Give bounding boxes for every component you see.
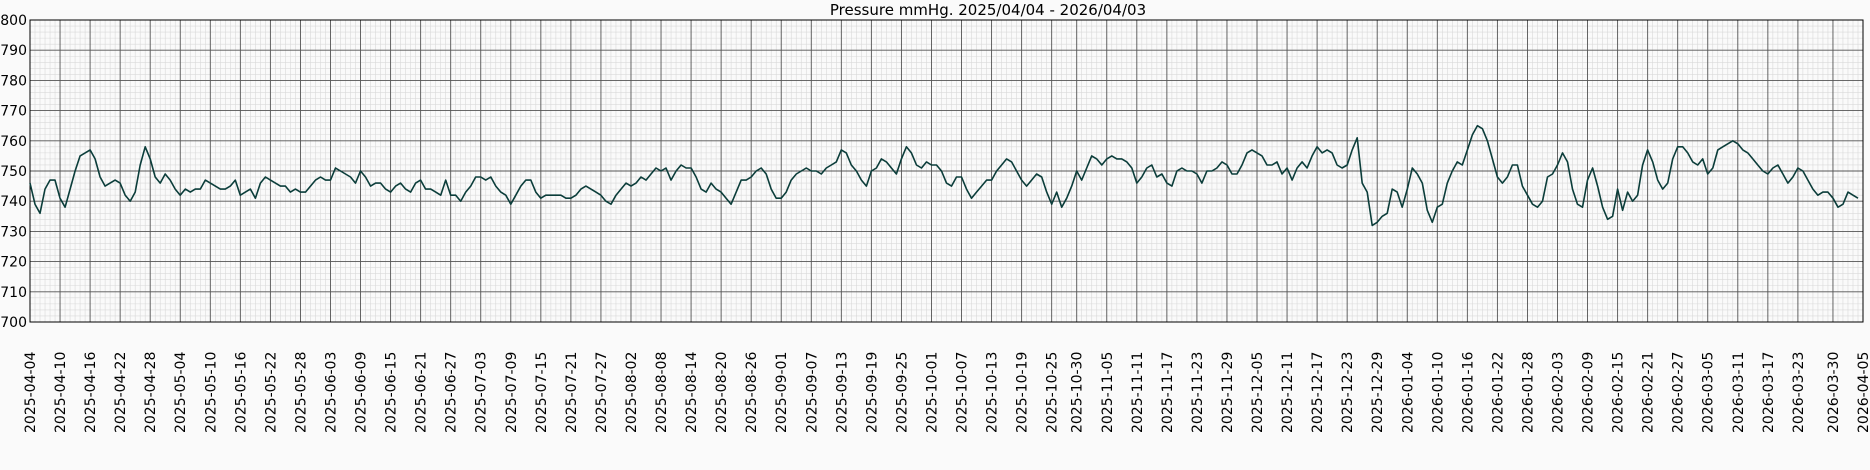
x-tick-label: 2026-01-28	[1520, 352, 1536, 433]
x-tick-label: 2025-11-23	[1190, 352, 1206, 433]
x-tick-label: 2025-04-22	[113, 352, 129, 433]
x-tick-label: 2025-10-01	[924, 352, 940, 433]
x-tick-label: 2025-10-30	[1070, 352, 1086, 433]
x-tick-label: 2025-07-27	[594, 352, 610, 433]
x-tick-label: 2025-11-29	[1220, 352, 1236, 433]
x-tick-label: 2025-04-04	[23, 352, 39, 433]
x-tick-label: 2025-04-10	[53, 352, 69, 433]
pressure-line	[29, 124, 1859, 227]
x-tick-label: 2026-02-21	[1641, 352, 1657, 433]
x-tick-label: 2025-10-13	[985, 352, 1001, 433]
y-tick-label: 770	[0, 104, 27, 120]
x-tick-label: 2025-12-23	[1340, 352, 1356, 433]
x-tick-label: 2025-11-05	[1100, 352, 1116, 433]
x-tick-label: 2025-05-10	[203, 352, 219, 433]
x-tick-label: 2025-10-25	[1045, 352, 1061, 433]
x-tick-label: 2025-04-28	[143, 352, 159, 433]
x-tick-label: 2026-03-30	[1826, 352, 1842, 433]
x-tick-label: 2025-05-28	[293, 352, 309, 433]
y-tick-label: 720	[0, 255, 27, 271]
x-tick-label: 2025-11-17	[1160, 352, 1176, 433]
x-tick-label: 2026-03-05	[1701, 352, 1717, 433]
x-axis: 2025-04-04 2025-04-10 2025-04-16 2025-04-22…	[23, 352, 1870, 433]
x-tick-label: 2025-08-20	[714, 352, 730, 433]
x-tick-label: 2025-12-29	[1370, 352, 1386, 433]
x-tick-label: 2026-01-16	[1460, 352, 1476, 433]
x-tick-label: 2025-09-13	[834, 352, 850, 433]
x-tick-label: 2026-04-05	[1856, 352, 1870, 433]
y-tick-label: 790	[0, 43, 27, 59]
x-tick-label: 2026-03-11	[1731, 352, 1747, 433]
x-tick-label: 2026-01-04	[1400, 352, 1416, 433]
y-tick-label: 700	[0, 315, 27, 331]
x-tick-label: 2025-06-27	[444, 352, 460, 433]
x-tick-label: 2025-06-09	[354, 352, 370, 433]
x-tick-label: 2025-05-16	[233, 352, 249, 433]
x-tick-label: 2026-01-22	[1490, 352, 1506, 433]
x-tick-label: 2025-09-07	[804, 352, 820, 433]
x-tick-label: 2025-09-19	[864, 352, 880, 433]
x-tick-label: 2025-09-25	[894, 352, 910, 433]
x-tick-label: 2026-01-10	[1430, 352, 1446, 433]
x-tick-label: 2025-05-04	[173, 352, 189, 433]
chart-title: Pressure mmHg. 2025/04/04 - 2026/04/03	[830, 1, 1146, 19]
y-tick-label: 800	[0, 13, 27, 29]
y-tick-label: 780	[0, 73, 27, 89]
y-axis: 700 710 720 730 740 750 760 770 780 790 800	[0, 13, 27, 331]
x-tick-label: 2025-10-07	[955, 352, 971, 433]
x-tick-label: 2025-06-21	[414, 352, 430, 433]
x-tick-label: 2025-06-03	[323, 352, 339, 433]
x-tick-label: 2026-02-09	[1581, 352, 1597, 433]
y-tick-label: 750	[0, 164, 27, 180]
x-tick-label: 2025-12-11	[1280, 352, 1296, 433]
y-tick-label: 730	[0, 224, 27, 240]
x-tick-label: 2025-12-05	[1250, 352, 1266, 433]
x-tick-label: 2025-08-14	[684, 352, 700, 433]
major-grid	[29, 19, 1864, 323]
x-tick-label: 2025-12-17	[1310, 352, 1326, 433]
x-tick-label: 2026-03-23	[1791, 352, 1807, 433]
y-tick-label: 740	[0, 194, 27, 210]
x-tick-label: 2025-05-22	[263, 352, 279, 433]
x-tick-label: 2025-04-16	[83, 352, 99, 433]
x-tick-label: 2025-09-01	[774, 352, 790, 433]
x-tick-label: 2026-03-17	[1761, 352, 1777, 433]
x-tick-label: 2025-08-02	[624, 352, 640, 433]
x-tick-label: 2025-08-08	[654, 352, 670, 433]
x-tick-label: 2025-10-19	[1015, 352, 1031, 433]
x-tick-label: 2025-07-15	[534, 352, 550, 433]
x-tick-label: 2026-02-15	[1611, 352, 1627, 433]
y-tick-label: 760	[0, 134, 27, 150]
y-tick-label: 710	[0, 285, 27, 301]
x-tick-label: 2025-11-11	[1130, 352, 1146, 433]
x-tick-label: 2025-07-09	[504, 352, 520, 433]
x-tick-label: 2025-08-26	[744, 352, 760, 433]
x-tick-label: 2026-02-03	[1551, 352, 1567, 433]
x-tick-label: 2025-07-21	[564, 352, 580, 433]
x-tick-label: 2025-06-15	[384, 352, 400, 433]
x-tick-label: 2025-07-03	[474, 352, 490, 433]
plot-frame	[29, 19, 1864, 323]
x-tick-label: 2026-02-27	[1671, 352, 1687, 433]
